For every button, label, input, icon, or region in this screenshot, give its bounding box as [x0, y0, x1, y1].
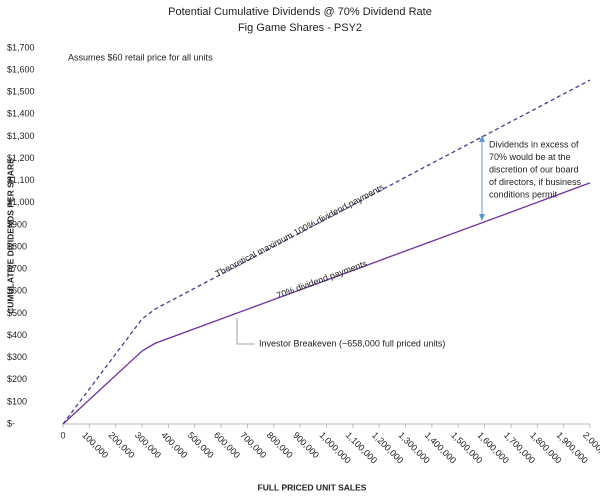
- x-tick-label: 200,000: [107, 430, 137, 460]
- x-tick-label: 100,000: [80, 430, 110, 460]
- y-tick-label: $800: [7, 241, 27, 251]
- series-line: [62, 79, 591, 425]
- x-tick-label: 600,000: [212, 430, 242, 460]
- annotation: Dividends in excess of: [489, 139, 579, 149]
- y-tick-label: $1,700: [7, 42, 35, 52]
- annotation: of directors, if business: [489, 177, 582, 187]
- y-tick-label: $1,500: [7, 87, 35, 97]
- y-tick-label: $1,400: [7, 109, 35, 119]
- x-tick-label: 500,000: [186, 430, 216, 460]
- annotation: conditions permit: [489, 189, 558, 199]
- y-tick-label: $1,200: [7, 153, 35, 163]
- x-tick-label: 800,000: [265, 430, 295, 460]
- y-tick-label: $100: [7, 396, 27, 406]
- series-line: [62, 182, 591, 425]
- x-axis-title: FULL PRICED UNIT SALES: [258, 482, 367, 492]
- y-tick-label: $-: [7, 418, 15, 428]
- x-tick-label: 0: [60, 430, 65, 440]
- annotation: discretion of our board: [489, 164, 579, 174]
- y-tick-label: $600: [7, 286, 27, 296]
- annotation: Assumes $60 retail price for all units: [68, 52, 213, 62]
- y-tick-label: $1,600: [7, 64, 35, 74]
- y-tick-label: $500: [7, 308, 27, 318]
- y-tick-label: $1,100: [7, 175, 35, 185]
- chart-title: Potential Cumulative Dividends @ 70% Div…: [168, 6, 432, 18]
- breakeven-leader: [236, 318, 255, 345]
- y-tick-label: $1,300: [7, 131, 35, 141]
- series-label: 70% dividend payments: [275, 258, 369, 301]
- y-tick-label: $200: [7, 374, 27, 384]
- x-tick-label: 700,000: [238, 430, 268, 460]
- annotation: Investor Breakeven (~658,000 full priced…: [259, 338, 445, 348]
- y-tick-label: $1,000: [7, 197, 35, 207]
- y-tick-label: $700: [7, 264, 27, 274]
- x-tick-label: 300,000: [133, 430, 163, 460]
- annotation: 70% would be at the: [489, 152, 571, 162]
- x-tick-label: 400,000: [159, 430, 189, 460]
- x-tick-label: 900,000: [291, 430, 321, 460]
- chart-subtitle: Fig Game Shares - PSY2: [238, 22, 362, 34]
- y-tick-label: $300: [7, 352, 27, 362]
- y-tick-label: $900: [7, 219, 27, 229]
- y-axis-title: CUMULATIVE DIVIDENDS PER SHARE: [5, 158, 15, 314]
- y-tick-label: $400: [7, 330, 27, 340]
